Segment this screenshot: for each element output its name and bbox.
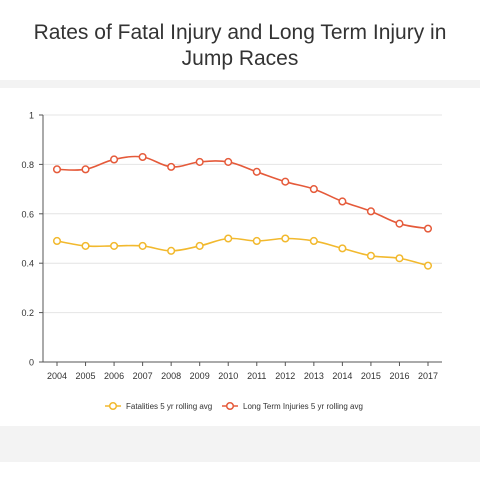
- data-point[interactable]: [138, 241, 147, 250]
- data-point[interactable]: [395, 254, 404, 263]
- data-point[interactable]: [309, 236, 318, 246]
- data-point[interactable]: [338, 197, 347, 206]
- data-point[interactable]: [167, 162, 176, 171]
- y-tick-label: 0.8: [21, 160, 34, 170]
- x-tick-label: 2015: [361, 371, 381, 381]
- data-point[interactable]: [224, 234, 233, 243]
- x-tick-label: 2011: [247, 371, 266, 381]
- data-point[interactable]: [252, 167, 261, 176]
- data-point[interactable]: [52, 236, 62, 246]
- data-point[interactable]: [281, 177, 290, 186]
- series-group: [52, 152, 433, 270]
- legend-label: Long Term Injuries 5 yr rolling avg: [243, 402, 363, 411]
- data-point[interactable]: [423, 261, 433, 270]
- legend[interactable]: Fatalities 5 yr rolling avg Long Term Inj…: [105, 401, 363, 411]
- data-point[interactable]: [309, 185, 318, 194]
- x-tick-label: 2012: [275, 371, 295, 381]
- data-point[interactable]: [81, 165, 90, 174]
- x-tick-label: 2013: [304, 371, 324, 381]
- x-tick-label: 2009: [190, 371, 210, 381]
- x-tick-label: 2014: [332, 371, 352, 381]
- y-axis-ticks: 0 0.2 0.4 0.6 0.8 1: [21, 111, 34, 368]
- legend-item-2[interactable]: Long Term Injuries 5 yr rolling avg: [222, 401, 363, 411]
- data-point[interactable]: [395, 219, 404, 228]
- x-tick-label: 2016: [389, 371, 409, 381]
- y-tick-label: 0.6: [21, 209, 34, 219]
- data-point[interactable]: [110, 241, 119, 250]
- series-1: [52, 234, 433, 270]
- footer-band: [0, 462, 480, 480]
- x-tick-label: 2008: [161, 371, 181, 381]
- data-point[interactable]: [338, 244, 347, 253]
- x-tick-label: 2006: [104, 371, 124, 381]
- x-tick-label: 2004: [47, 371, 67, 381]
- data-point[interactable]: [224, 157, 233, 166]
- x-tick-label: 2005: [76, 371, 96, 381]
- data-point[interactable]: [252, 236, 261, 246]
- series-line: [56, 155, 429, 230]
- chart-title: Rates of Fatal Injury and Long Term Inju…: [33, 21, 447, 70]
- data-point[interactable]: [167, 246, 176, 255]
- x-tick-label: 2010: [218, 371, 238, 381]
- axes: [39, 114, 442, 366]
- legend-swatch-marker: [225, 401, 235, 411]
- x-tick-label: 2007: [133, 371, 153, 381]
- data-point[interactable]: [52, 165, 62, 174]
- legend-item-1[interactable]: Fatalities 5 yr rolling avg: [105, 401, 212, 411]
- data-point[interactable]: [110, 155, 119, 164]
- x-axis-ticks: 2004 2005 2006 2007 2008 2009 2010 2011 2012 2013…: [47, 371, 438, 381]
- y-tick-label: 1: [29, 111, 34, 121]
- series-2: [52, 152, 433, 233]
- y-tick-label: 0.4: [21, 259, 34, 269]
- title-band: Rates of Fatal Injury and Long Term Inju…: [0, 0, 480, 80]
- data-point[interactable]: [281, 234, 290, 243]
- y-tick-label: 0: [29, 358, 34, 368]
- data-point[interactable]: [423, 224, 433, 233]
- data-point[interactable]: [138, 152, 147, 162]
- legend-swatch-marker: [108, 401, 118, 411]
- data-point[interactable]: [195, 157, 204, 166]
- line-chart: 00.20.40.60.81 2004 2005 2006 2007 2008 2009 2…: [21, 111, 442, 411]
- grid: [43, 114, 442, 314]
- data-point[interactable]: [81, 241, 90, 250]
- data-point[interactable]: [366, 207, 375, 216]
- data-point[interactable]: [195, 241, 204, 250]
- y-tick-label: 0.2: [21, 308, 34, 318]
- x-tick-label: 2017: [418, 371, 438, 381]
- data-point[interactable]: [366, 251, 375, 260]
- legend-label: Fatalities 5 yr rolling avg: [126, 402, 212, 411]
